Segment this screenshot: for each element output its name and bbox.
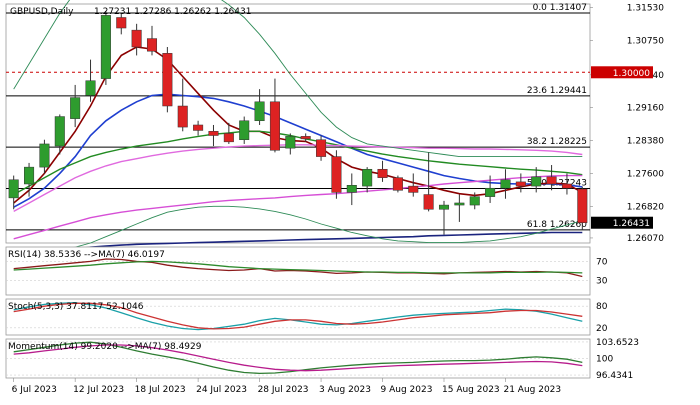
price-tick-label: 1.28380: [627, 137, 664, 147]
candle-body: [423, 194, 434, 210]
overlay-line: [13, 231, 583, 259]
rsi-label: RSI(14) 38.5336 -->MA(7) 46.0197: [8, 250, 165, 260]
overlay-line: [13, 130, 583, 196]
price-tick-label: 1.29160: [627, 104, 664, 114]
main-price-panel: 1.315301.307501.299401.291601.283801.276…: [5, 0, 664, 259]
rsi-tick-label: 70: [596, 257, 608, 267]
momentum-label: Momentum(14) 99.2020 -->MA(7) 98.4929: [8, 342, 202, 352]
x-tick-label: 12 Jul 2023: [73, 385, 124, 395]
x-tick-label: 6 Jul 2023: [12, 385, 57, 395]
candle-body: [146, 38, 158, 52]
candle-body: [346, 185, 357, 193]
stoch-panel: 80 20 Stoch(5,3,3) 37.8117 52.1046: [5, 298, 608, 336]
candle-body: [454, 202, 465, 206]
candle-body: [577, 188, 588, 223]
x-tick-label: 28 Jul 2023: [258, 385, 309, 395]
marked-level-badge: [591, 66, 653, 79]
candle-body: [39, 143, 50, 168]
candle-body: [438, 204, 450, 210]
candle-body: [254, 101, 265, 122]
candle-body: [392, 177, 403, 191]
main-plot-frame: [5, 3, 591, 244]
fib-level-label: 0.0 1.31407: [533, 3, 587, 13]
candle-body: [331, 156, 342, 193]
overlay-line: [13, 144, 583, 213]
candle-body: [316, 139, 327, 157]
candle-body: [131, 29, 142, 48]
x-tick-label: 15 Aug 2023: [442, 385, 500, 395]
candle-body: [100, 15, 111, 79]
candle-body: [362, 168, 373, 187]
x-tick-label: 3 Aug 2023: [319, 385, 371, 395]
price-tick-label: 1.27600: [627, 169, 664, 179]
candle-body: [239, 120, 250, 140]
stoch-series-line: [13, 302, 583, 330]
momentum-series-line: [13, 344, 583, 372]
candle-body: [377, 168, 388, 178]
rsi-series-line: [13, 258, 583, 278]
stoch-label: Stoch(5,3,3) 37.8117 52.1046: [8, 302, 144, 312]
candle-body: [8, 179, 19, 199]
candle-body: [285, 136, 296, 149]
rsi-tick-label: 30: [596, 277, 608, 287]
candle-body: [54, 116, 65, 147]
momentum-tick-label: 96.4341: [596, 371, 633, 381]
momentum-tick-label: 103.6523: [596, 338, 639, 348]
x-tick-label: 9 Aug 2023: [381, 385, 433, 395]
candle-body: [500, 179, 511, 189]
marked-level-label: 1.30000: [613, 69, 650, 79]
overlay-line: [13, 174, 583, 240]
candle-body: [269, 101, 280, 151]
fib-level-label: 23.6 1.29441: [527, 86, 587, 96]
candle-body: [531, 176, 542, 187]
candle-body: [177, 105, 188, 128]
stoch-tick-label: 20: [596, 324, 608, 334]
current-price-badge: [591, 216, 653, 229]
x-axis: 6 Jul 2023 12 Jul 2023 18 Jul 2023 24 Jul 2…: [12, 378, 561, 395]
candle-body: [485, 187, 496, 197]
rsi-panel: 70 30 RSI(14) 38.5336 -->MA(7) 46.0197: [5, 246, 608, 296]
price-tick-label: 1.30750: [627, 37, 664, 47]
price-tick-label: 1.26070: [627, 234, 664, 244]
x-tick-label: 21 Aug 2023: [503, 385, 561, 395]
current-price-label: 1.26431: [613, 219, 650, 229]
candle-body: [24, 166, 35, 185]
candle-body: [193, 124, 204, 131]
price-tick-label: 1.26820: [627, 202, 664, 212]
candle-body: [162, 53, 173, 107]
candle-body: [116, 17, 127, 29]
fib-level-label: 61.8 1.26260: [527, 220, 587, 230]
price-tick-label: 1.31530: [627, 3, 664, 13]
momentum-tick-label: 100: [596, 355, 613, 365]
chart-title: GBPUSD,Daily: [10, 7, 74, 17]
stoch-series-line: [13, 301, 583, 331]
candle-body: [546, 176, 557, 185]
stoch-tick-label: 80: [596, 302, 608, 312]
x-tick-label: 18 Jul 2023: [135, 385, 186, 395]
candle-body: [515, 181, 526, 187]
candle-body: [469, 196, 480, 206]
rsi-series-line: [13, 260, 583, 274]
overlay-line: [13, 0, 583, 158]
overlay-line: [13, 205, 583, 254]
fib-level-label: 38.2 1.28225: [527, 137, 587, 147]
candle-body: [300, 136, 311, 140]
momentum-panel: 103.6523 100 96.4341 Momentum(14) 99.2020 -…: [5, 338, 639, 381]
candle-body: [70, 97, 81, 119]
x-tick-label: 24 Jul 2023: [196, 385, 247, 395]
ohlc-values: 1.27231 1.27286 1.26262 1.26431: [94, 7, 251, 17]
candle-body: [85, 80, 96, 96]
candle-body: [561, 183, 572, 189]
candle-body: [223, 133, 234, 143]
overlay-line: [13, 93, 583, 208]
candle-body: [208, 131, 219, 136]
candle-body: [408, 185, 419, 193]
